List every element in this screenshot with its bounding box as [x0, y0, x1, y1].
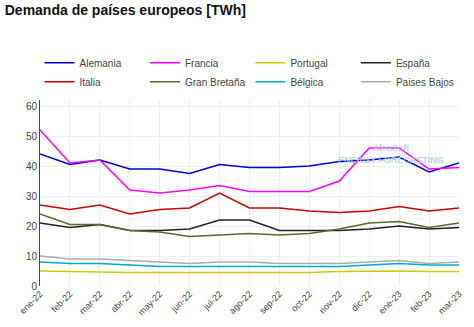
- svg-text:dic-22: dic-22: [349, 289, 373, 313]
- svg-text:Bélgica: Bélgica: [290, 77, 323, 88]
- svg-text:España: España: [396, 58, 430, 69]
- svg-text:jul-22: jul-22: [201, 289, 224, 312]
- svg-text:feb-23: feb-23: [409, 289, 434, 314]
- svg-text:oct-22: oct-22: [289, 289, 314, 314]
- svg-text:mar-22: mar-22: [77, 289, 104, 316]
- svg-text:abr-22: abr-22: [109, 289, 134, 314]
- svg-text:ene-22: ene-22: [18, 289, 45, 316]
- svg-text:40: 40: [26, 161, 38, 172]
- svg-text:10: 10: [26, 251, 38, 262]
- svg-text:Alemania: Alemania: [80, 58, 122, 69]
- svg-text:nov-22: nov-22: [317, 289, 344, 316]
- svg-text:30: 30: [26, 191, 38, 202]
- svg-text:50: 50: [26, 131, 38, 142]
- svg-text:0: 0: [31, 281, 37, 292]
- svg-text:sep-22: sep-22: [257, 289, 284, 316]
- svg-text:Gran Bretaña: Gran Bretaña: [185, 77, 245, 88]
- svg-text:ago-22: ago-22: [227, 289, 254, 316]
- svg-text:jun-22: jun-22: [169, 289, 194, 314]
- svg-text:Demanda de países europeos [TW: Demanda de países europeos [TWh]: [5, 2, 246, 18]
- svg-text:may-22: may-22: [136, 289, 164, 317]
- svg-text:20: 20: [26, 221, 38, 232]
- svg-text:AleaSoftENERGY FORECASTING: AleaSoftENERGY FORECASTING: [338, 143, 444, 165]
- svg-text:60: 60: [26, 101, 38, 112]
- svg-text:Francia: Francia: [185, 58, 219, 69]
- svg-text:feb-22: feb-22: [49, 289, 74, 314]
- svg-text:ene-23: ene-23: [377, 289, 404, 316]
- svg-text:mar-23: mar-23: [436, 289, 463, 316]
- svg-text:Italia: Italia: [80, 77, 102, 88]
- svg-text:Paises Bajos: Paises Bajos: [396, 77, 454, 88]
- svg-text:Portugal: Portugal: [290, 58, 327, 69]
